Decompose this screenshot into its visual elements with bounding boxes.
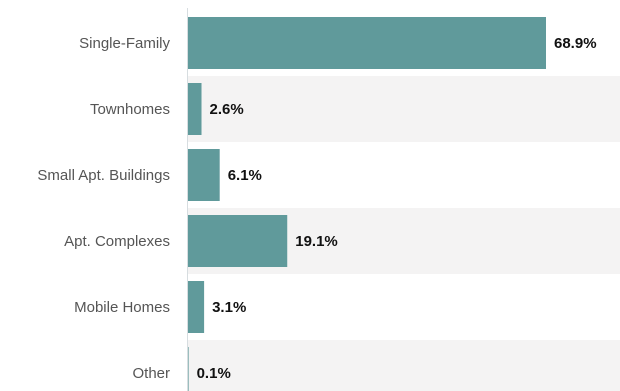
bar	[188, 149, 220, 201]
category-label: Townhomes	[90, 101, 170, 118]
value-label: 6.1%	[228, 167, 262, 184]
bar	[188, 281, 205, 333]
category-label: Small Apt. Buildings	[37, 167, 170, 184]
category-labels: Single-Family Townhomes Small Apt. Buildin…	[37, 35, 170, 382]
bar	[188, 347, 189, 391]
category-label: Other	[132, 365, 170, 382]
bar	[188, 83, 202, 135]
value-labels: 68.9% 2.6% 6.1% 19.1% 3.1% 0.1%	[197, 35, 597, 382]
bar	[188, 215, 288, 267]
category-label: Single-Family	[79, 35, 170, 52]
value-label: 68.9%	[554, 35, 597, 52]
value-label: 3.1%	[212, 299, 246, 316]
category-label: Apt. Complexes	[64, 233, 170, 250]
value-label: 2.6%	[210, 101, 244, 118]
value-label: 0.1%	[197, 365, 231, 382]
bars	[188, 17, 546, 391]
row-band	[187, 340, 620, 391]
row-band	[187, 76, 620, 142]
value-label: 19.1%	[295, 233, 338, 250]
bar	[188, 17, 546, 69]
category-label: Mobile Homes	[74, 299, 170, 316]
